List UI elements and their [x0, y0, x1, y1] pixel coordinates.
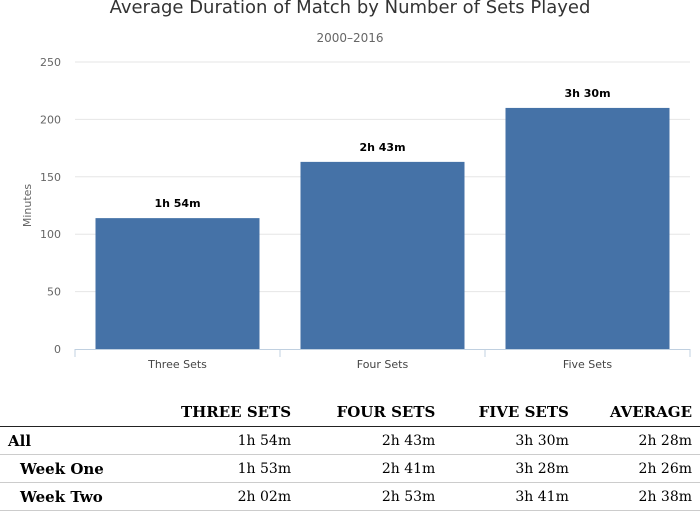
table-cell: 2h 38m	[638, 488, 692, 505]
data-label: 1h 54m	[154, 197, 200, 210]
row-label: Week Two	[20, 487, 103, 506]
table-cell: 2h 26m	[638, 460, 692, 477]
chart-title: Average Duration of Match by Number of S…	[109, 0, 591, 18]
table-header-five-sets: FIVE SETS	[478, 403, 569, 421]
table-cell: 2h 41m	[381, 460, 436, 477]
y-tick-label: 50	[47, 286, 61, 299]
table-cell: 3h 30m	[515, 432, 569, 449]
y-tick-label: 100	[40, 228, 61, 241]
y-tick-label: 200	[40, 113, 61, 126]
table-row: All 1h 54m 2h 43m 3h 30m 2h 28m	[0, 427, 700, 455]
table-cell: 1h 53m	[237, 460, 292, 477]
chart-subtitle: 2000–2016	[316, 31, 384, 45]
table-header-row: THREE SETS FOUR SETS FIVE SETS AVERAGE	[0, 396, 700, 427]
table-header-four-sets: FOUR SETS	[336, 403, 436, 421]
bar	[300, 161, 465, 349]
table-row: Week Two 2h 02m 2h 53m 3h 41m 2h 38m	[0, 483, 700, 511]
x-tick-label: Four Sets	[357, 358, 409, 371]
table-cell: 3h 28m	[515, 460, 569, 477]
table-row: Week One 1h 53m 2h 41m 3h 28m 2h 26m	[0, 455, 700, 483]
x-tick-label: Three Sets	[147, 358, 207, 371]
data-label: 3h 30m	[564, 87, 610, 100]
y-tick-label: 0	[54, 343, 61, 356]
bar-chart: 0 50 100 150 200 250 Minutes 1h 54m Three Sets 2h…	[21, 56, 691, 371]
table-header-three-sets: THREE SETS	[180, 403, 292, 421]
table-header-empty	[0, 396, 141, 427]
table-cell: 2h 02m	[237, 488, 292, 505]
row-label: All	[8, 431, 32, 450]
y-axis-title: Minutes	[21, 184, 34, 228]
y-tick-label: 250	[40, 56, 61, 69]
table-cell: 2h 28m	[638, 432, 692, 449]
x-tick-label: Five Sets	[563, 358, 612, 371]
row-label: Week One	[20, 459, 104, 478]
table-cell: 2h 43m	[381, 432, 436, 449]
table-header-average: AVERAGE	[610, 403, 692, 421]
y-tick-label: 150	[40, 171, 61, 184]
duration-table: THREE SETS FOUR SETS FIVE SETS AVERAGE A…	[0, 396, 700, 511]
data-label: 2h 43m	[359, 141, 405, 154]
bar	[505, 107, 670, 349]
table-cell: 3h 41m	[515, 488, 569, 505]
table-cell: 2h 53m	[381, 488, 436, 505]
bar	[95, 218, 260, 349]
table-cell: 1h 54m	[237, 432, 292, 449]
